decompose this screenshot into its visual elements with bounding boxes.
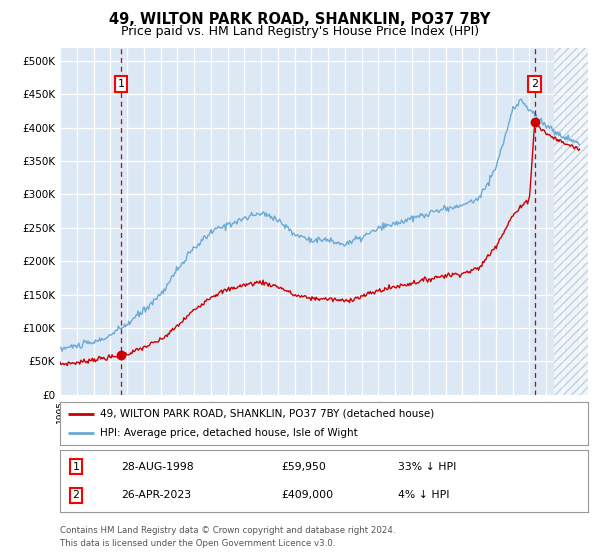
Text: £409,000: £409,000 (282, 491, 334, 501)
Text: 26-APR-2023: 26-APR-2023 (121, 491, 191, 501)
Text: Price paid vs. HM Land Registry's House Price Index (HPI): Price paid vs. HM Land Registry's House … (121, 25, 479, 38)
Text: 49, WILTON PARK ROAD, SHANKLIN, PO37 7BY: 49, WILTON PARK ROAD, SHANKLIN, PO37 7BY (109, 12, 491, 27)
Text: 33% ↓ HPI: 33% ↓ HPI (398, 461, 456, 472)
Text: 28-AUG-1998: 28-AUG-1998 (121, 461, 193, 472)
Text: Contains HM Land Registry data © Crown copyright and database right 2024.: Contains HM Land Registry data © Crown c… (60, 526, 395, 535)
Text: 49, WILTON PARK ROAD, SHANKLIN, PO37 7BY (detached house): 49, WILTON PARK ROAD, SHANKLIN, PO37 7BY… (100, 409, 434, 419)
Text: 2: 2 (73, 491, 79, 501)
Text: HPI: Average price, detached house, Isle of Wight: HPI: Average price, detached house, Isle… (100, 428, 358, 438)
Text: 1: 1 (73, 461, 79, 472)
Bar (554, 48, 588, 395)
Text: This data is licensed under the Open Government Licence v3.0.: This data is licensed under the Open Gov… (60, 539, 335, 548)
Text: 1: 1 (118, 79, 125, 89)
Text: £59,950: £59,950 (282, 461, 326, 472)
Text: 2: 2 (531, 79, 538, 89)
Text: 4% ↓ HPI: 4% ↓ HPI (398, 491, 449, 501)
